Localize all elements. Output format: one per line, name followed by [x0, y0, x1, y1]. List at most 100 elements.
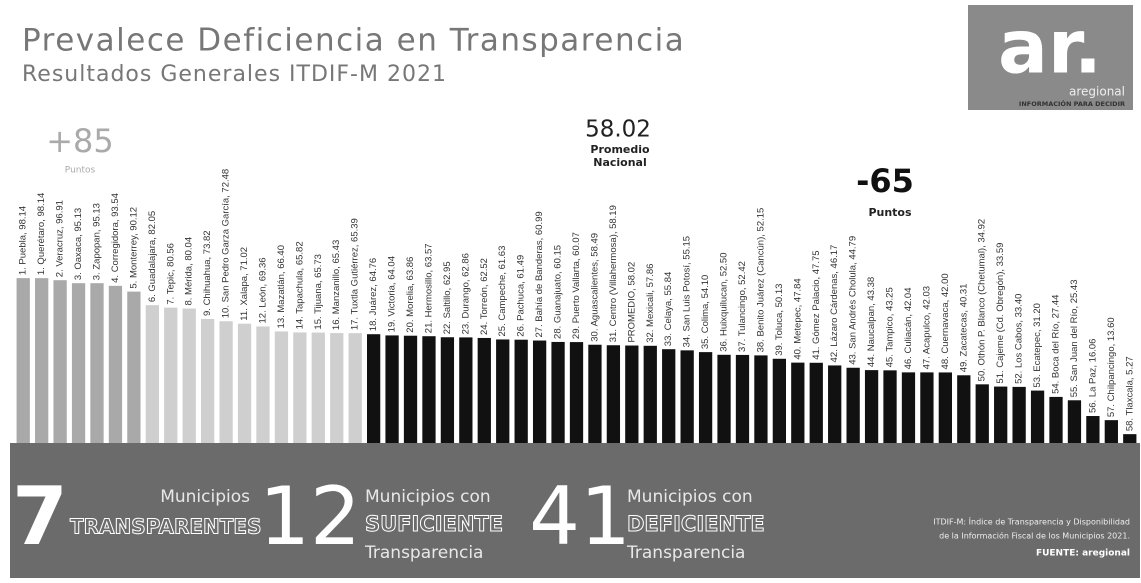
bar-label: 20. Morelia, 63.86 [405, 257, 416, 333]
bar-label: 47. Acapulco, 42.03 [921, 286, 932, 369]
bar [201, 318, 215, 443]
bar [938, 372, 952, 443]
bar-label: 38. Benito Juárez (Cancún), 52.15 [755, 208, 766, 353]
bar [901, 372, 916, 443]
bar-label: 32. Mexicali, 57.86 [645, 264, 656, 343]
bar [477, 337, 491, 443]
bar [164, 307, 178, 443]
bar-label: 2. Veracruz, 96.91 [55, 200, 66, 277]
bar-label: 41. Gómez Palacio, 47.75 [811, 250, 822, 359]
summary-line: Municipios con [627, 487, 753, 507]
bar [532, 340, 547, 443]
bar-label: 44. Naucalpan, 43.38 [866, 277, 877, 367]
bar-label: 35. Colima, 54.10 [700, 275, 711, 349]
summary-line: Municipios con [365, 487, 491, 507]
bar [957, 375, 971, 443]
chart-subtitle: Resultados Generales ITDIF-M 2021 [22, 62, 447, 87]
bar [828, 365, 842, 443]
bar-label: 28. Guanajuato, 60.15 [553, 245, 564, 339]
summary-line: Municipios [160, 487, 250, 507]
bar-label: 39. Toluca, 50.13 [774, 284, 785, 356]
bar [735, 354, 750, 443]
bar [311, 332, 325, 443]
bar [1067, 400, 1082, 443]
bar-label: 53. Ecatepec, 31.20 [1032, 303, 1043, 388]
bar-label: 3. Zapopan, 95.13 [92, 203, 103, 280]
bar [680, 350, 694, 443]
bar-label: 16. Manzanillo, 65.43 [331, 240, 342, 330]
bar [256, 326, 270, 443]
logo-box [968, 5, 1133, 110]
logo-tagline: INFORMACIÓN PARA DECIDIR [1019, 99, 1125, 108]
bar-label: 51. Cajeme (Cd. Obregón), 33.59 [995, 243, 1006, 384]
bar [551, 341, 565, 443]
bar [643, 345, 657, 443]
bar-label: 15. Tijuana, 65.73 [313, 254, 324, 330]
bar [237, 323, 252, 443]
bar [71, 283, 86, 443]
bar [108, 285, 123, 443]
logo-name: aregional [1069, 85, 1125, 99]
bar [403, 335, 418, 443]
bar-label: 4. Corregidora, 93.54 [110, 193, 121, 283]
annotation-note: Promedio Nacional [590, 143, 649, 169]
bar [330, 333, 344, 443]
bar [496, 339, 510, 443]
bar-label: 24. Torreón, 62.52 [479, 258, 490, 335]
bar [35, 278, 49, 443]
bar [1086, 416, 1100, 443]
bar [219, 321, 233, 443]
bar [994, 386, 1008, 443]
bar-label: 36. Huixquilucan, 52.50 [719, 253, 730, 352]
bars: 1. Puebla, 98.14 1. Querétaro, 98.14 2. Ve… [16, 169, 1137, 443]
logo-mark: ar. [998, 5, 1102, 91]
bar-label: 14. Tapachula, 65.82 [294, 241, 305, 329]
bar [864, 370, 879, 443]
bar-label: 9. Chihuahua, 73.82 [202, 230, 213, 316]
bar [1049, 396, 1063, 443]
bar-label: 57. Chilpancingo, 13.60 [1106, 317, 1117, 417]
bar-label: 33. Celaya, 55.84 [663, 272, 674, 346]
bar [698, 352, 713, 443]
bar-label: 34. San Luis Potosí, 55.15 [682, 236, 693, 347]
bar-label: 45. Tampico, 43.25 [885, 287, 896, 367]
bar-label: 12. León, 69.36 [257, 257, 268, 323]
bar [920, 372, 934, 443]
bar [514, 339, 528, 443]
bar-label: 43. San Andrés Cholula, 44.79 [848, 236, 859, 365]
summary-line: Transparencia [626, 543, 745, 563]
footnote: ITDIF-M: Índice de Transparencia y Dispo… [933, 516, 1130, 527]
bar-label: 40. Metepec, 47.84 [792, 278, 803, 359]
annotation: 58.02 [585, 117, 651, 143]
panel-bg [10, 443, 1140, 578]
bar [1104, 420, 1118, 443]
bar [366, 334, 381, 443]
bar-label: 37. Tulancingo, 52.42 [737, 261, 748, 352]
bar-label: 7. Tepic, 80.56 [165, 243, 176, 305]
bar [791, 362, 805, 443]
bar-label: 21. Hermosillo, 63.57 [423, 243, 434, 333]
bar [1030, 390, 1045, 443]
bar [53, 280, 67, 443]
annotation-note: Puntos [65, 166, 96, 176]
bar [90, 283, 104, 443]
bar [809, 362, 823, 443]
bar [606, 345, 621, 443]
count: 41 [529, 470, 631, 563]
bar [569, 342, 584, 443]
bar-label: 30. Aguascalientes, 58.49 [589, 233, 600, 342]
bar-label: PROMEDIO, 58.02 [626, 262, 637, 343]
annotation: +85 [46, 122, 114, 160]
summary-label: SUFICIENTE [365, 512, 503, 536]
bar [459, 337, 473, 443]
bar [16, 278, 30, 443]
bar [754, 355, 768, 443]
bar-label: 49. Zacatecas, 40.31 [958, 284, 969, 373]
bar-label: 42. Lázaro Cárdenas, 46.17 [829, 245, 840, 363]
bar-label: 26. Pachuca, 61.49 [516, 255, 527, 337]
bar [348, 333, 362, 443]
bar [422, 336, 436, 443]
bar [440, 337, 455, 443]
bar-label: 6. Guadalajara, 82.05 [147, 211, 158, 302]
bar [625, 345, 639, 443]
